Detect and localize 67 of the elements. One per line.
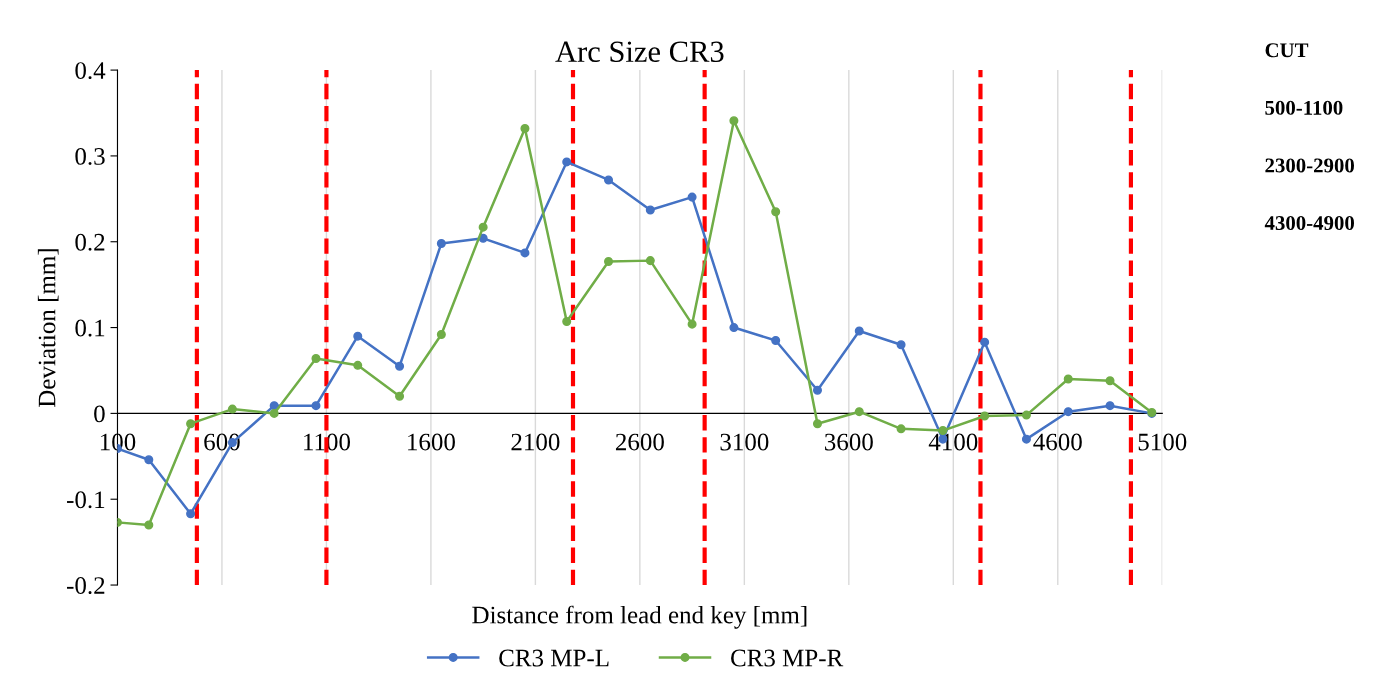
point bbox=[353, 331, 363, 341]
point bbox=[687, 319, 697, 329]
legend-label: CR3 MP-R bbox=[731, 649, 844, 667]
point bbox=[980, 337, 990, 347]
point bbox=[269, 408, 279, 418]
point bbox=[436, 329, 446, 339]
point bbox=[1021, 410, 1031, 420]
point bbox=[729, 323, 739, 333]
point bbox=[353, 360, 363, 370]
point bbox=[562, 157, 572, 167]
point bbox=[144, 520, 154, 530]
point bbox=[1063, 374, 1073, 384]
point bbox=[854, 407, 864, 417]
point bbox=[896, 340, 906, 350]
point bbox=[311, 401, 321, 411]
point bbox=[520, 248, 530, 258]
point bbox=[604, 256, 614, 266]
y-tick-label: -0.1 bbox=[67, 491, 105, 509]
point bbox=[771, 207, 781, 217]
point bbox=[729, 116, 739, 126]
y-tick-label: 0.1 bbox=[75, 319, 105, 337]
point bbox=[645, 205, 655, 215]
text: 4300-4900 bbox=[1264, 216, 1355, 231]
point bbox=[186, 509, 196, 519]
point bbox=[1021, 434, 1031, 444]
x-axis-title: Distance from lead end key [mm] bbox=[472, 605, 807, 629]
point bbox=[186, 419, 196, 429]
point bbox=[812, 385, 822, 395]
point bbox=[436, 238, 446, 248]
point bbox=[854, 326, 864, 336]
point bbox=[311, 353, 321, 363]
chart-title: Arc Size CR3 bbox=[555, 41, 724, 63]
point bbox=[562, 317, 572, 327]
point bbox=[771, 335, 781, 345]
point bbox=[478, 222, 488, 232]
x-tick-label: 3600 bbox=[825, 433, 873, 451]
point bbox=[520, 123, 530, 133]
x-tick-label: 2600 bbox=[615, 433, 664, 451]
point bbox=[395, 361, 405, 371]
point bbox=[1105, 401, 1115, 411]
x-tick-label: 5100 bbox=[1138, 433, 1187, 451]
point bbox=[604, 175, 614, 185]
point bbox=[227, 404, 237, 414]
point bbox=[395, 391, 405, 401]
x-tick-label: 2100 bbox=[511, 433, 560, 451]
point bbox=[812, 419, 822, 429]
x-tick-label: 1600 bbox=[408, 433, 455, 451]
point bbox=[896, 424, 906, 434]
y-tick-label: 0 bbox=[94, 405, 105, 423]
y-tick-label: 0.4 bbox=[75, 62, 106, 80]
x-tick-label: 4100 bbox=[928, 433, 978, 451]
x-tick-label: 3100 bbox=[720, 433, 769, 451]
legend-label: CR3 MP-L bbox=[499, 649, 609, 667]
point bbox=[144, 455, 154, 465]
y-tick-label: 0.2 bbox=[75, 233, 105, 251]
y-tick-label: 0.3 bbox=[75, 147, 105, 165]
point bbox=[687, 192, 697, 202]
text: 500-1100 bbox=[1265, 100, 1343, 115]
point bbox=[1063, 407, 1073, 417]
x-tick-label: 4600 bbox=[1033, 433, 1082, 451]
text: 2300-2900 bbox=[1265, 158, 1355, 173]
point bbox=[1105, 376, 1115, 386]
point bbox=[980, 411, 990, 421]
y-axis-title: Deviation [mm] bbox=[37, 249, 59, 408]
text: CUT bbox=[1265, 43, 1309, 58]
y-tick-label: -0.2 bbox=[67, 577, 105, 595]
point bbox=[645, 256, 655, 266]
